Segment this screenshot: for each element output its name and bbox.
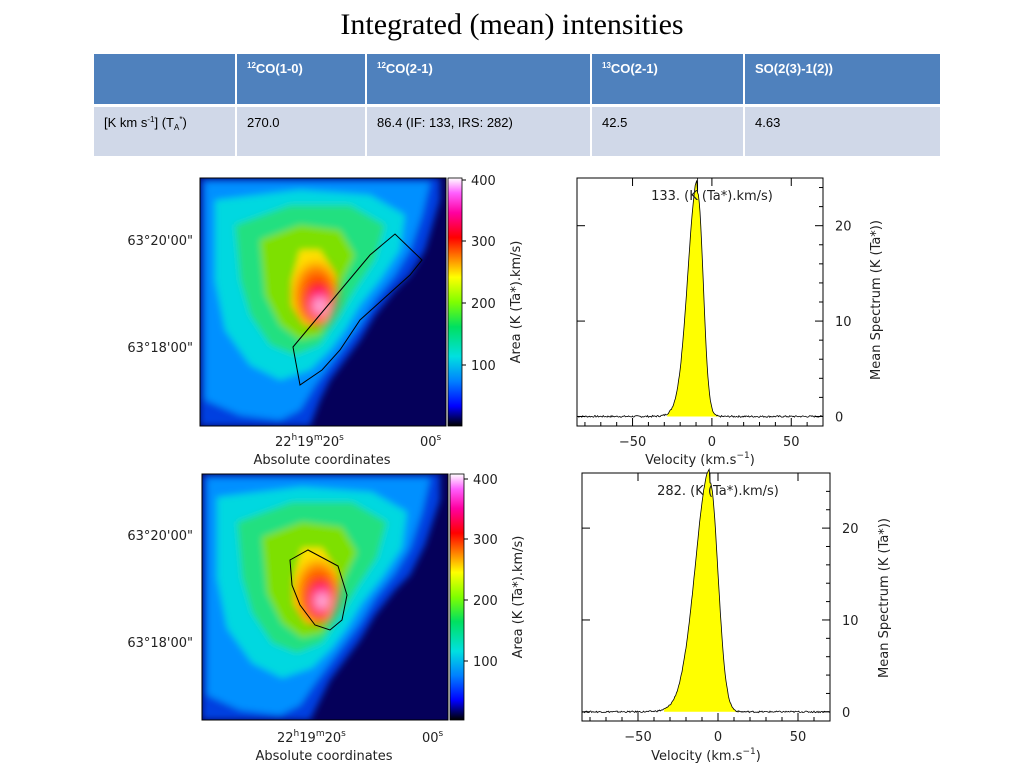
y-tick-label: 20: [842, 522, 859, 537]
spectrum-line: [576, 180, 824, 418]
svg-text:400: 400: [473, 473, 498, 488]
x-axis-label: Absolute coordinates: [255, 749, 392, 764]
ra-tick-label: 22h19m20s: [277, 729, 346, 746]
ra-tick-label: 22h19m20s: [275, 433, 344, 450]
svg-text:200: 200: [473, 594, 498, 609]
table-cell: 270.0: [236, 105, 367, 156]
irs-region-contour: [289, 549, 348, 631]
svg-text:200: 200: [471, 297, 496, 312]
spectrum-fill: [663, 469, 742, 712]
x-tick-label: −50: [619, 435, 646, 450]
ra-tick-label: 00s: [420, 433, 442, 450]
colorbar-label: Area (K (Ta*).km/s): [511, 536, 526, 659]
svg-text:300: 300: [473, 533, 498, 548]
table-header-cell: 12CO(1-0): [236, 54, 367, 107]
table-cell: 86.4 (IF: 133, IRS: 282): [366, 105, 592, 156]
y-tick-label: 10: [842, 614, 859, 629]
spectrum-axes: −50 0 50 0 10 20: [582, 473, 859, 745]
svg-text:300: 300: [471, 235, 496, 250]
y-tick-label: 10: [835, 315, 852, 330]
x-axis-label: Absolute coordinates: [253, 453, 390, 468]
x-axis-label: Velocity (km.s−1): [645, 451, 755, 468]
svg-text:100: 100: [471, 359, 496, 374]
table-header-cell: SO(2(3)-1(2)): [744, 54, 940, 107]
dec-tick-label: 63°18'00": [127, 636, 193, 651]
dec-tick-label: 63°20'00": [127, 529, 193, 544]
if-region-contour: [292, 233, 423, 386]
x-tick-label: −50: [624, 730, 651, 745]
spectrum-bottom: 282. (K (Ta*).km/s) −50 0 50 0 10 20 Velocity…: [581, 468, 892, 764]
ra-tick-label: 00s: [422, 729, 444, 746]
colorbar: [449, 473, 465, 721]
table-cell: 42.5: [591, 105, 745, 156]
spectrum-axes: −50 0 50 0 10 20: [577, 178, 852, 450]
y-tick-label: 0: [842, 706, 850, 721]
colorbar-ticks: 100 200 300 400: [462, 174, 496, 374]
spectrum-annotation: 282. (K (Ta*).km/s): [657, 484, 779, 499]
y-tick-label: 20: [835, 220, 852, 235]
intensity-map-top: 100 200 300 400 Area (K (Ta*).km/s) 63°2…: [127, 174, 524, 468]
svg-text:400: 400: [471, 174, 496, 189]
table-row: [K km s-1] (TA*) 270.0 86.4 (IF: 133, IR…: [94, 105, 940, 156]
slide-title: Integrated (mean) intensities: [340, 8, 684, 41]
y-axis-label: Mean Spectrum (K (Ta*)): [877, 518, 892, 678]
spectrum-top: 133. (K (Ta*).km/s) −50 0 50 0 10 20 Velocity…: [576, 177, 884, 468]
spectrum-line: [581, 468, 831, 714]
table-cell-unit: [K km s-1] (TA*): [94, 105, 237, 156]
colorbar: [447, 177, 463, 427]
dec-tick-label: 63°20'00": [127, 234, 193, 249]
table-header-row: 12CO(1-0) 12CO(2-1) 13CO(2-1) SO(2(3)-1(…: [94, 54, 940, 107]
y-axis-label: Mean Spectrum (K (Ta*)): [869, 220, 884, 380]
intensity-table: 12CO(1-0) 12CO(2-1) 13CO(2-1) SO(2(3)-1(…: [94, 54, 940, 156]
table-cell: 4.63: [744, 105, 940, 156]
colorbar-label: Area (K (Ta*).km/s): [509, 241, 524, 364]
spectrum-annotation: 133. (K (Ta*).km/s): [651, 189, 773, 204]
x-tick-label: 0: [714, 730, 722, 745]
x-tick-label: 50: [783, 435, 800, 450]
colorbar-ticks: 100 200 300 400: [464, 473, 498, 670]
x-tick-label: 50: [790, 730, 807, 745]
intensity-map-bottom: 100 200 300 400 Area (K (Ta*).km/s) 63°2…: [127, 473, 526, 764]
svg-text:100: 100: [473, 655, 498, 670]
x-tick-label: 0: [708, 435, 716, 450]
dec-tick-label: 63°18'00": [127, 341, 193, 356]
table-header-cell: [94, 54, 237, 107]
x-axis-label: Velocity (km.s−1): [651, 747, 761, 764]
table-header-cell: 13CO(2-1): [591, 54, 745, 107]
y-tick-label: 0: [835, 410, 843, 425]
table-header-cell: 12CO(2-1): [366, 54, 592, 107]
